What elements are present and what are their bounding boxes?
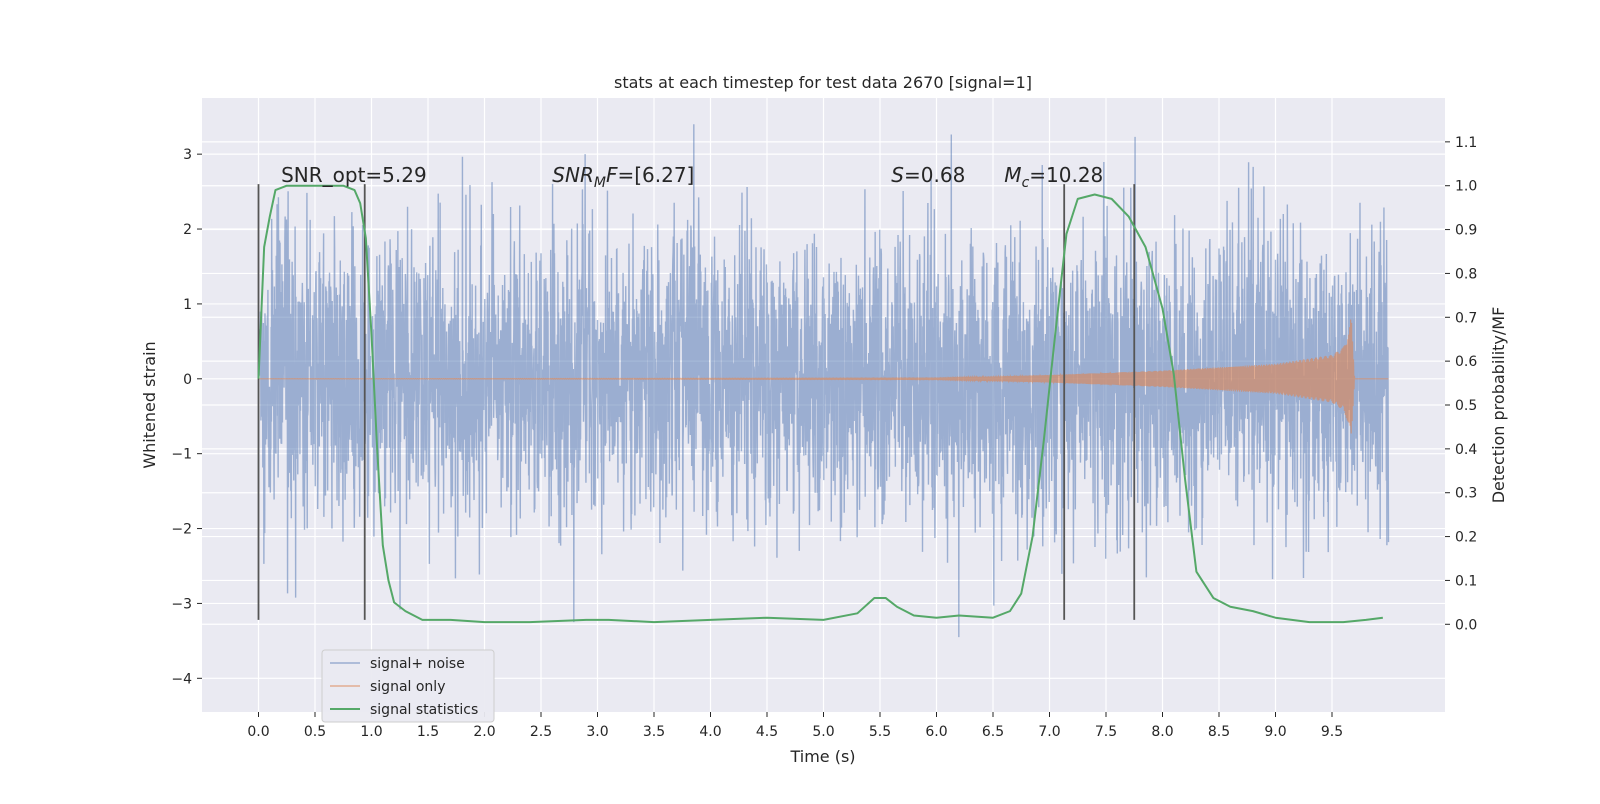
annotation-text: SNRMF=[6.27] — [552, 163, 694, 191]
y2-tick-label: 1.1 — [1455, 135, 1477, 151]
y2-tick-label: 0.6 — [1455, 354, 1477, 370]
legend-label-statistics: signal statistics — [370, 702, 478, 718]
x-tick-label: 8.5 — [1208, 724, 1230, 740]
y-tick-label: 3 — [183, 147, 192, 163]
y2-tick-label: 0.4 — [1455, 442, 1477, 458]
x-tick-label: 0.5 — [304, 724, 326, 740]
legend: signal+ noise signal only signal statist… — [321, 649, 495, 723]
y-tick-label: −2 — [171, 522, 192, 538]
annotation-text: Mc=10.28 — [1004, 163, 1103, 191]
x-tick-label: 6.0 — [925, 724, 947, 740]
x-tick-label: 2.5 — [530, 724, 552, 740]
y2-axis-label: Detection probability/MF — [1489, 307, 1508, 504]
x-tick-label: 7.5 — [1095, 724, 1117, 740]
y-tick-label: −4 — [171, 671, 192, 687]
x-tick-label: 3.0 — [586, 724, 608, 740]
y2-tick-label: 0.5 — [1455, 398, 1477, 414]
x-tick-label: 9.0 — [1264, 724, 1286, 740]
signal-only-series — [258, 319, 1389, 434]
x-tick-labels: 0.0 0.5 1.0 1.5 2.0 2.5 3.0 3.5 4.0 4.5 5.0 5.5 6.0 6… — [247, 712, 1343, 740]
x-tick-label: 6.5 — [982, 724, 1004, 740]
y2-tick-label: 0.2 — [1455, 530, 1477, 546]
x-tick-label: 4.5 — [756, 724, 778, 740]
x-tick-label: 1.0 — [360, 724, 382, 740]
y2-tick-label: 0.9 — [1455, 223, 1477, 239]
annotation-text: SNR_opt=5.29 — [281, 163, 427, 187]
legend-label-signal: signal only — [370, 679, 445, 695]
annotations: SNR_opt=5.29 SNRMF=[6.27] S=0.68 Mc=10.28 — [281, 163, 1103, 191]
x-tick-label: 5.0 — [812, 724, 834, 740]
x-tick-label: 3.5 — [643, 724, 665, 740]
y-tick-label: 2 — [183, 222, 192, 238]
legend-label-noise: signal+ noise — [370, 656, 465, 672]
annotation-text: S=0.68 — [891, 163, 965, 187]
x-tick-label: 8.0 — [1151, 724, 1173, 740]
x-axis-label: Time (s) — [789, 747, 855, 766]
y2-tick-label: 0.1 — [1455, 573, 1477, 589]
y-tick-labels: −4 −3 −2 −1 0 1 2 3 — [171, 147, 202, 687]
x-tick-label: 4.0 — [699, 724, 721, 740]
y2-tick-labels: 0.0 0.1 0.2 0.3 0.4 0.5 0.6 0.7 0.8 0.9 1.0 1.1 — [1445, 135, 1477, 633]
marker-lines — [257, 184, 1136, 620]
x-tick-label: 5.5 — [869, 724, 891, 740]
y-tick-label: 1 — [183, 297, 192, 313]
x-tick-label: 0.0 — [247, 724, 269, 740]
signal-statistics-series — [257, 184, 1383, 624]
x-tick-label: 7.0 — [1038, 724, 1060, 740]
y-axis-label: Whitened strain — [140, 341, 159, 468]
x-tick-label: 1.5 — [417, 724, 439, 740]
y-tick-label: 0 — [183, 372, 192, 388]
x-tick-label: 2.0 — [473, 724, 495, 740]
legend-box — [321, 649, 495, 723]
y-tick-label: −3 — [171, 596, 192, 612]
series-signal-statistics-line — [257, 184, 1383, 624]
x-tick-label: 9.5 — [1321, 724, 1343, 740]
y2-tick-label: 0.0 — [1455, 617, 1477, 633]
y-tick-label: −1 — [171, 447, 192, 463]
y2-tick-label: 0.3 — [1455, 486, 1477, 502]
y2-tick-label: 0.8 — [1455, 266, 1477, 282]
chart-title: stats at each timestep for test data 267… — [614, 73, 1032, 92]
y2-tick-label: 1.0 — [1455, 179, 1477, 195]
series-signal-only-line — [258, 319, 1389, 434]
y2-tick-label: 0.7 — [1455, 310, 1477, 326]
